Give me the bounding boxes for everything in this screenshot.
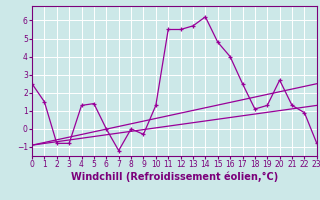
X-axis label: Windchill (Refroidissement éolien,°C): Windchill (Refroidissement éolien,°C) (71, 172, 278, 182)
